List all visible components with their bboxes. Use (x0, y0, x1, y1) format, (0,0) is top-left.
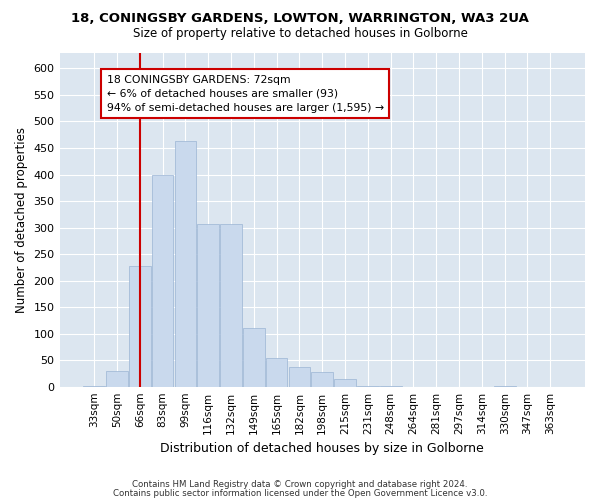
Bar (311, 372, 333, 386)
Bar (106, 371, 128, 386)
Bar (243, 328, 265, 386)
Text: 18 CONINGSBY GARDENS: 72sqm
← 6% of detached houses are smaller (93)
94% of semi: 18 CONINGSBY GARDENS: 72sqm ← 6% of deta… (107, 75, 384, 113)
Y-axis label: Number of detached properties: Number of detached properties (15, 126, 28, 312)
Bar (129, 266, 151, 386)
Text: Size of property relative to detached houses in Golborne: Size of property relative to detached ho… (133, 28, 467, 40)
Text: Contains public sector information licensed under the Open Government Licence v3: Contains public sector information licen… (113, 488, 487, 498)
Text: Contains HM Land Registry data © Crown copyright and database right 2024.: Contains HM Land Registry data © Crown c… (132, 480, 468, 489)
Text: 18, CONINGSBY GARDENS, LOWTON, WARRINGTON, WA3 2UA: 18, CONINGSBY GARDENS, LOWTON, WARRINGTO… (71, 12, 529, 26)
Bar (334, 380, 356, 386)
X-axis label: Distribution of detached houses by size in Golborne: Distribution of detached houses by size … (160, 442, 484, 455)
Bar (152, 174, 173, 386)
Bar (289, 367, 310, 386)
Bar (175, 141, 196, 386)
Bar (266, 358, 287, 386)
Bar (197, 224, 219, 386)
Bar (220, 224, 242, 386)
